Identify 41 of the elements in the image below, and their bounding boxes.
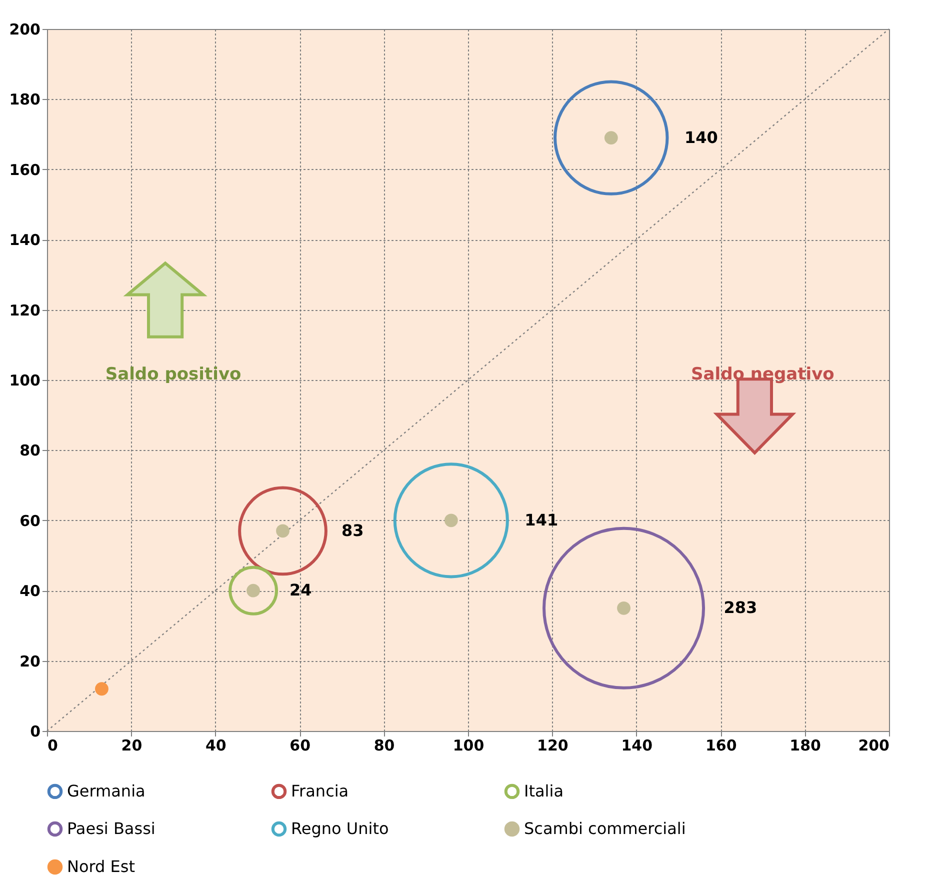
y-tick-label: 160 [9, 160, 40, 179]
point [95, 682, 108, 696]
x-tick-label: 200 [858, 736, 890, 754]
point [444, 514, 458, 528]
y-tick-label: 100 [9, 372, 40, 390]
legend-label: Scambi commerciali [524, 819, 686, 838]
x-tick-label: 80 [374, 736, 395, 754]
legend-label: Francia [291, 781, 349, 800]
y-tick-label: 20 [20, 652, 40, 670]
x-tick-label: 180 [790, 736, 821, 754]
x-tick-label: 160 [705, 736, 737, 754]
legend-label: Italia [524, 781, 564, 800]
point [604, 131, 618, 145]
x-tick-label: 60 [290, 736, 311, 754]
y-tick-label: 40 [20, 582, 40, 600]
y-tick-label: 140 [9, 231, 40, 250]
y-tick-label: 120 [9, 301, 40, 320]
data-label: 83 [342, 520, 364, 540]
y-tick-label: 180 [9, 90, 40, 109]
annotation: Saldo negativo [691, 364, 834, 385]
x-tick-label: 40 [205, 736, 226, 754]
annotation: Saldo positivo [105, 364, 242, 385]
x-tick-label: 140 [621, 736, 653, 754]
y-tick-label: 80 [20, 442, 40, 460]
x-tick-label: 100 [452, 736, 484, 754]
x-tick-label: 0 [48, 736, 58, 754]
data-label: 24 [290, 580, 312, 600]
data-label: 141 [524, 510, 558, 530]
y-tick-label: 200 [9, 20, 40, 38]
y-tick-label: 60 [20, 512, 40, 530]
data-label: 140 [684, 128, 718, 147]
legend-label: Paesi Bassi [67, 819, 156, 838]
x-tick-label: 120 [537, 736, 568, 754]
legend-label: Nord Est [67, 857, 136, 876]
legend-label: Germania [67, 781, 146, 800]
point [276, 524, 290, 538]
point [617, 601, 630, 615]
x-tick-label: 20 [121, 736, 142, 754]
legend-label: Regno Unito [291, 819, 389, 838]
data-label: 283 [724, 598, 758, 618]
y-tick-label: 0 [30, 722, 40, 740]
